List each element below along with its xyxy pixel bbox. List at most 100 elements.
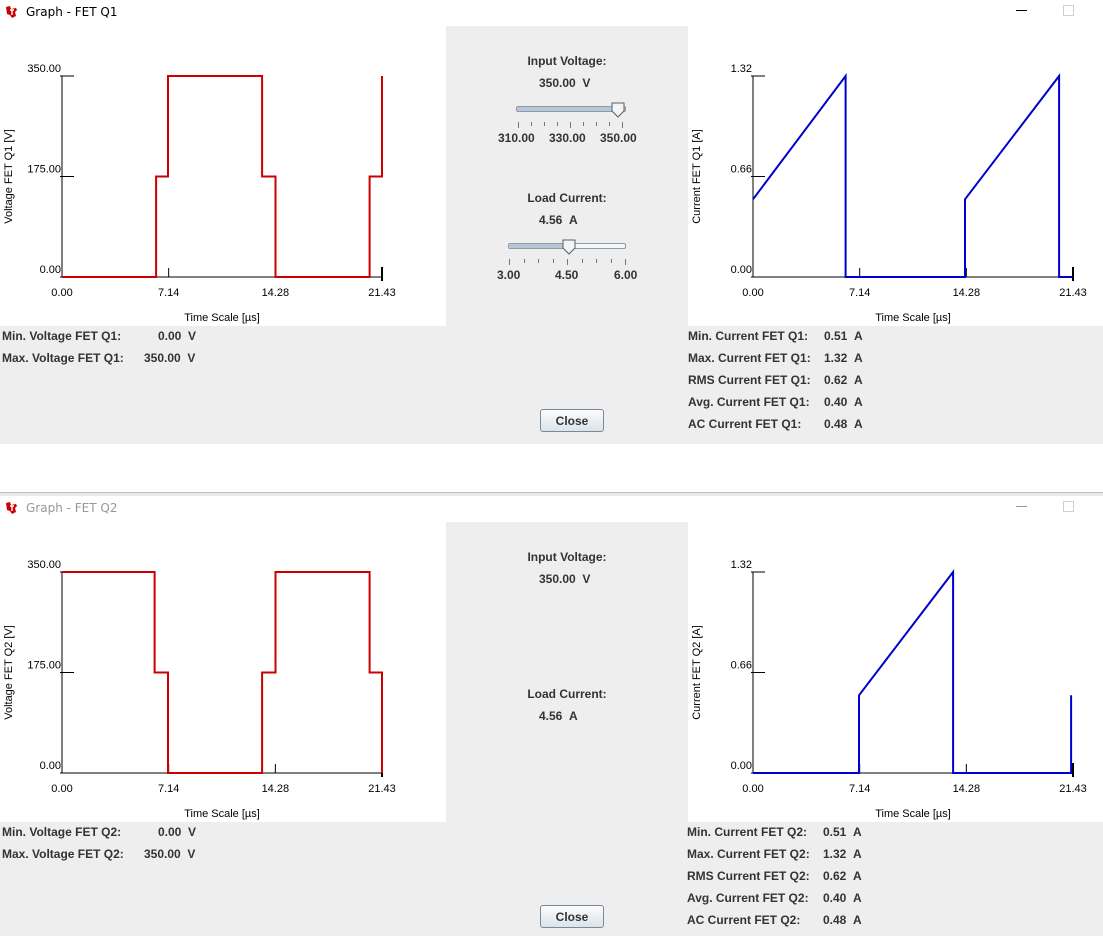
maximize-icon[interactable] <box>1063 5 1074 16</box>
slider-tick <box>544 122 545 126</box>
slider-label-6: 6.00 <box>614 268 638 282</box>
x-tick-label: 21.43 <box>368 287 396 299</box>
y-axis-label: Voltage FET Q2 [V] <box>3 625 15 720</box>
stat-label: Min. Voltage FET Q2: <box>2 825 122 839</box>
x-tick-label: 7.14 <box>158 783 179 795</box>
stat-value: 1.32 A <box>823 847 862 861</box>
voltage-chart-svg: 0.00 175.00 350.00 0.00 7.14 14.28 21.43 Time S… <box>3 559 396 820</box>
stat-label: Min. Voltage FET Q1: <box>2 329 122 343</box>
stat-value: 0.00 V <box>158 329 197 343</box>
window-title: Graph - FET Q1 <box>26 5 118 19</box>
x-tick-label: 14.28 <box>953 287 981 299</box>
stat-label: Avg. Current FET Q2: <box>687 891 809 905</box>
stat-value: 0.00 V <box>158 825 197 839</box>
stat-label: Max. Current FET Q2: <box>687 847 810 861</box>
maximize-icon[interactable] <box>1063 501 1074 512</box>
slider-tick <box>552 259 554 263</box>
x-tick-label: 0.00 <box>51 783 72 795</box>
window-gap <box>0 493 1103 496</box>
stat-value: 0.62 A <box>824 373 863 387</box>
stat-value: 0.48 A <box>823 913 862 927</box>
stat-value: 0.51 A <box>824 329 863 343</box>
slider-tick <box>583 122 584 126</box>
slider-tick <box>610 259 612 263</box>
stat-value: 0.62 A <box>823 869 862 883</box>
input-voltage-label: Input Voltage: <box>527 54 607 68</box>
close-button[interactable]: Close <box>540 409 604 432</box>
current-chart-svg: 0.00 0.66 1.32 0.00 7.14 14.28 21.43 Time Scale… <box>691 559 1087 820</box>
slider-tick <box>609 122 610 126</box>
slider-tick <box>523 259 525 263</box>
series-line <box>62 571 383 774</box>
window-separator <box>0 492 1103 493</box>
slider-label-3: 3.00 <box>497 268 521 282</box>
x-tick-label: 0.00 <box>51 287 72 299</box>
y-axis-label: Voltage FET Q1 [V] <box>3 129 15 224</box>
x-tick-label: 14.28 <box>953 783 981 795</box>
x-tick-label: 0.00 <box>742 783 763 795</box>
y-tick-label: 0.00 <box>40 264 61 276</box>
x-tick-label: 14.28 <box>262 783 290 795</box>
slider-tick <box>570 122 571 128</box>
title-bar[interactable]: Graph - FET Q1 <box>0 0 1103 26</box>
slider-tick <box>596 259 597 263</box>
close-button[interactable]: Close <box>540 905 604 928</box>
y-axis-label: Current FET Q2 [A] <box>691 625 703 720</box>
graph-window-fet-q1: Graph - FET Q1 0.00 175.00 350.00 0.00 7.14 1… <box>0 0 1103 444</box>
input-voltage-slider[interactable] <box>516 102 628 148</box>
x-tick-label: 21.43 <box>368 783 396 795</box>
slider-tick <box>581 259 583 263</box>
y-tick-label: 175.00 <box>27 164 61 176</box>
y-tick-label: 175.00 <box>27 660 61 672</box>
stat-value: 0.48 A <box>824 417 863 431</box>
current-chart-svg: 0.00 0.66 1.32 0.00 7.14 14.28 21.43 Time Scale… <box>691 63 1087 324</box>
stat-value: 350.00 V <box>144 351 196 365</box>
control-panel: Input Voltage: 350.00 V Load Current: 4.… <box>446 522 688 822</box>
y-tick-label: 0.66 <box>731 164 752 176</box>
slider-ticks <box>509 259 626 265</box>
load-current-label: Load Current: <box>527 191 607 205</box>
x-tick-label: 21.43 <box>1059 287 1087 299</box>
x-axis-label: Time Scale [µs] <box>875 808 951 820</box>
stat-value: 0.40 A <box>823 891 862 905</box>
stat-value: 0.51 A <box>823 825 862 839</box>
minimize-icon[interactable] <box>1016 10 1027 11</box>
x-tick-label: 14.28 <box>262 287 290 299</box>
slider-label-330: 330.00 <box>549 131 586 145</box>
slider-tick <box>622 122 623 128</box>
load-current-value: 4.56 A <box>539 213 578 227</box>
stat-label: Max. Current FET Q1: <box>688 351 811 365</box>
y-tick-label: 350.00 <box>27 559 61 571</box>
slider-track <box>516 106 626 112</box>
slider-label-310: 310.00 <box>498 131 535 145</box>
slider-thumb[interactable] <box>611 102 625 118</box>
stat-label: Min. Current FET Q2: <box>687 825 807 839</box>
y-tick-label: 1.32 <box>731 559 752 571</box>
x-axis-label: Time Scale [µs] <box>184 808 260 820</box>
x-tick-label: 7.14 <box>158 287 179 299</box>
x-tick-label: 0.00 <box>742 287 763 299</box>
slider-ticks <box>518 122 623 128</box>
load-current-slider[interactable] <box>508 239 628 285</box>
stat-label: AC Current FET Q1: <box>688 417 802 431</box>
y-tick-label: 0.00 <box>40 760 61 772</box>
y-tick-label: 350.00 <box>27 63 61 75</box>
input-voltage-value: 350.00 V <box>539 572 591 586</box>
graph-window-fet-q2: Graph - FET Q2 0.00 175.00 350.00 0.00 7.14 1… <box>0 496 1103 936</box>
slider-tick <box>625 259 626 265</box>
title-bar[interactable]: Graph - FET Q2 <box>0 496 1103 522</box>
minimize-icon[interactable] <box>1016 506 1027 507</box>
x-tick-label: 7.14 <box>849 783 870 795</box>
slider-thumb[interactable] <box>562 239 576 255</box>
input-voltage-value: 350.00 V <box>539 76 591 90</box>
x-tick-label: 7.14 <box>849 287 870 299</box>
stat-value: 350.00 V <box>144 847 196 861</box>
y-tick-label: 0.66 <box>731 660 752 672</box>
y-tick-label: 0.00 <box>731 760 752 772</box>
slider-tick <box>538 259 539 263</box>
stat-value: 0.40 A <box>824 395 863 409</box>
stat-label: AC Current FET Q2: <box>687 913 801 927</box>
control-panel: Input Voltage: 350.00 V 310.00 330.00 35… <box>446 26 688 326</box>
window-title: Graph - FET Q2 <box>26 501 118 515</box>
slider-tick <box>518 122 519 128</box>
